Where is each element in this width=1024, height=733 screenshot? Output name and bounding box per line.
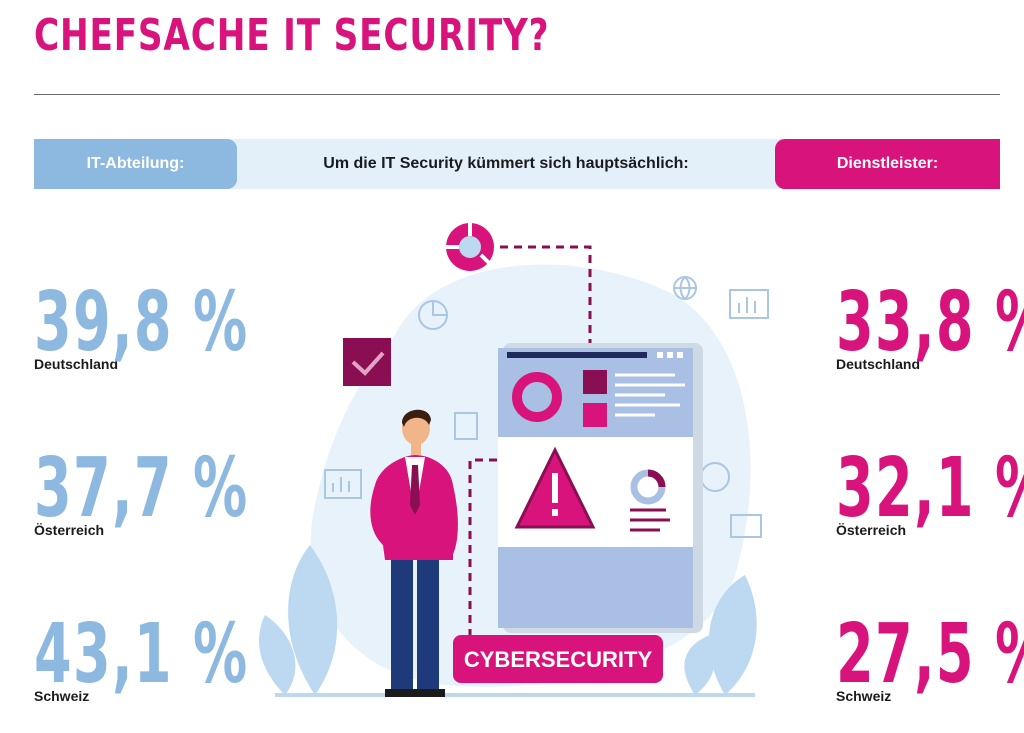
it-stat-deutschland: 39,8 % Deutschland [34, 275, 249, 373]
provider-stat-schweiz: 27,5 % Schweiz [836, 607, 1024, 705]
stat-value: 39,8 % [34, 275, 249, 370]
it-department-label: IT-Abteilung: [34, 139, 237, 189]
target-icon [446, 223, 494, 271]
question-label: Um die IT Security kümmert sich hauptsäc… [323, 155, 689, 172]
leaf-left [259, 545, 338, 695]
header-band: IT-Abteilung: Um die IT Security kümmert… [34, 139, 1000, 189]
banner-label: CYBERSECURITY [464, 647, 653, 672]
provider-stat-oesterreich: 32,1 % Österreich [836, 441, 1024, 539]
stat-country: Schweiz [836, 688, 892, 704]
it-stat-schweiz: 43,1 % Schweiz [34, 607, 249, 705]
stat-value: 37,7 % [34, 441, 249, 536]
cybersecurity-banner: CYBERSECURITY [453, 635, 663, 683]
stat-country: Österreich [836, 522, 907, 538]
stat-country: Deutschland [34, 356, 119, 372]
stat-country: Deutschland [836, 356, 921, 372]
leaf-right [684, 575, 757, 695]
device-mockup [498, 343, 703, 633]
stat-value: 33,8 % [836, 275, 1024, 370]
service-provider-label: Dienstleister: [775, 139, 1000, 189]
title-divider [34, 94, 1000, 95]
stat-value: 43,1 % [34, 607, 249, 702]
warning-icon [514, 446, 596, 529]
chart-icon [630, 469, 670, 532]
stat-country: Österreich [34, 522, 105, 538]
stat-country: Schweiz [34, 688, 90, 704]
cybersecurity-illustration: CYBERSECURITY [259, 223, 769, 697]
page-title: CHEFSACHE IT SECURITY? [34, 10, 550, 61]
stat-value: 32,1 % [836, 441, 1024, 536]
provider-stat-deutschland: 33,8 % Deutschland [836, 275, 1024, 373]
person-illustration [370, 409, 458, 697]
stat-value: 27,5 % [836, 607, 1024, 702]
it-stat-oesterreich: 37,7 % Österreich [34, 441, 249, 539]
check-icon [343, 338, 391, 386]
